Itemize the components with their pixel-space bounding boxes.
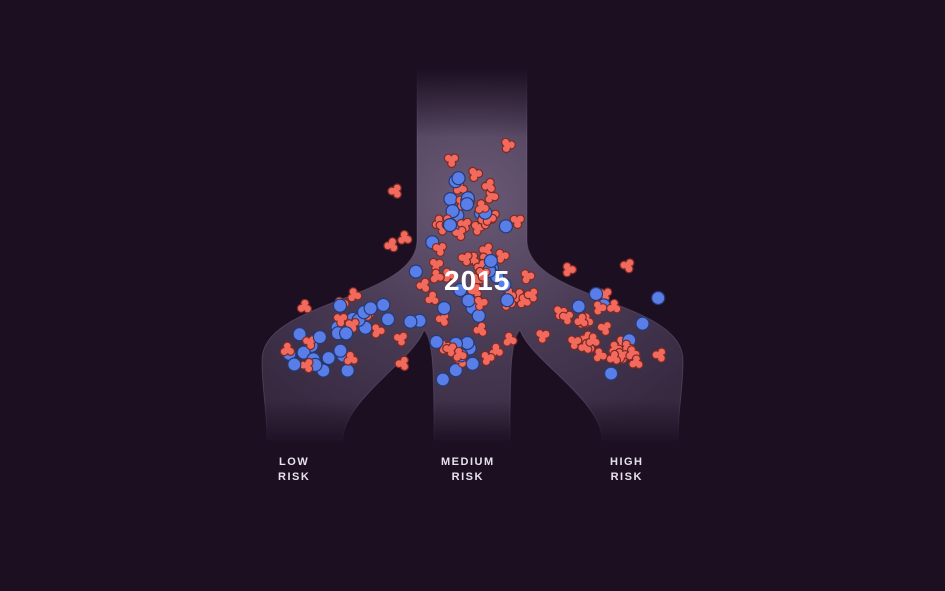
dot-blue xyxy=(382,313,395,326)
dot-blue xyxy=(404,315,417,328)
dot-blue xyxy=(444,193,457,206)
dot-blue xyxy=(572,300,585,313)
dot-blue xyxy=(466,357,479,370)
dot-orange xyxy=(297,299,311,313)
label-high-risk: HIGHRISK xyxy=(610,455,644,486)
dot-blue xyxy=(652,292,665,305)
dot-blue xyxy=(322,352,335,365)
dot-orange xyxy=(348,288,362,302)
dot-blue xyxy=(340,327,353,340)
dot-orange xyxy=(388,184,401,198)
dot-blue xyxy=(605,367,618,380)
dot-blue xyxy=(452,172,465,185)
dot-blue xyxy=(590,288,603,301)
dot-blue xyxy=(438,302,451,315)
dot-blue xyxy=(472,309,485,322)
dot-blue xyxy=(313,331,326,344)
dot-blue xyxy=(334,344,347,357)
label-medium-risk: MEDIUMRISK xyxy=(441,455,495,486)
dot-blue xyxy=(461,198,474,211)
dot-orange xyxy=(398,231,412,245)
risk-funnel-diagram: 2015 LOWRISK MEDIUMRISK HIGHRISK xyxy=(0,0,945,591)
dot-blue xyxy=(444,219,457,232)
dot-blue xyxy=(436,373,449,386)
dot-orange xyxy=(563,263,576,277)
dot-blue xyxy=(377,298,390,311)
dot-blue xyxy=(636,317,649,330)
label-low-risk: LOWRISK xyxy=(278,455,310,486)
dot-orange xyxy=(384,238,398,252)
dot-blue xyxy=(288,358,301,371)
dot-orange xyxy=(620,259,634,273)
dot-blue xyxy=(499,220,512,233)
dot-blue xyxy=(334,299,347,312)
dot-blue xyxy=(409,265,422,278)
dot-blue xyxy=(341,364,354,377)
dot-blue xyxy=(364,302,377,315)
year-label: 2015 xyxy=(444,265,510,297)
dot-blue xyxy=(430,335,443,348)
